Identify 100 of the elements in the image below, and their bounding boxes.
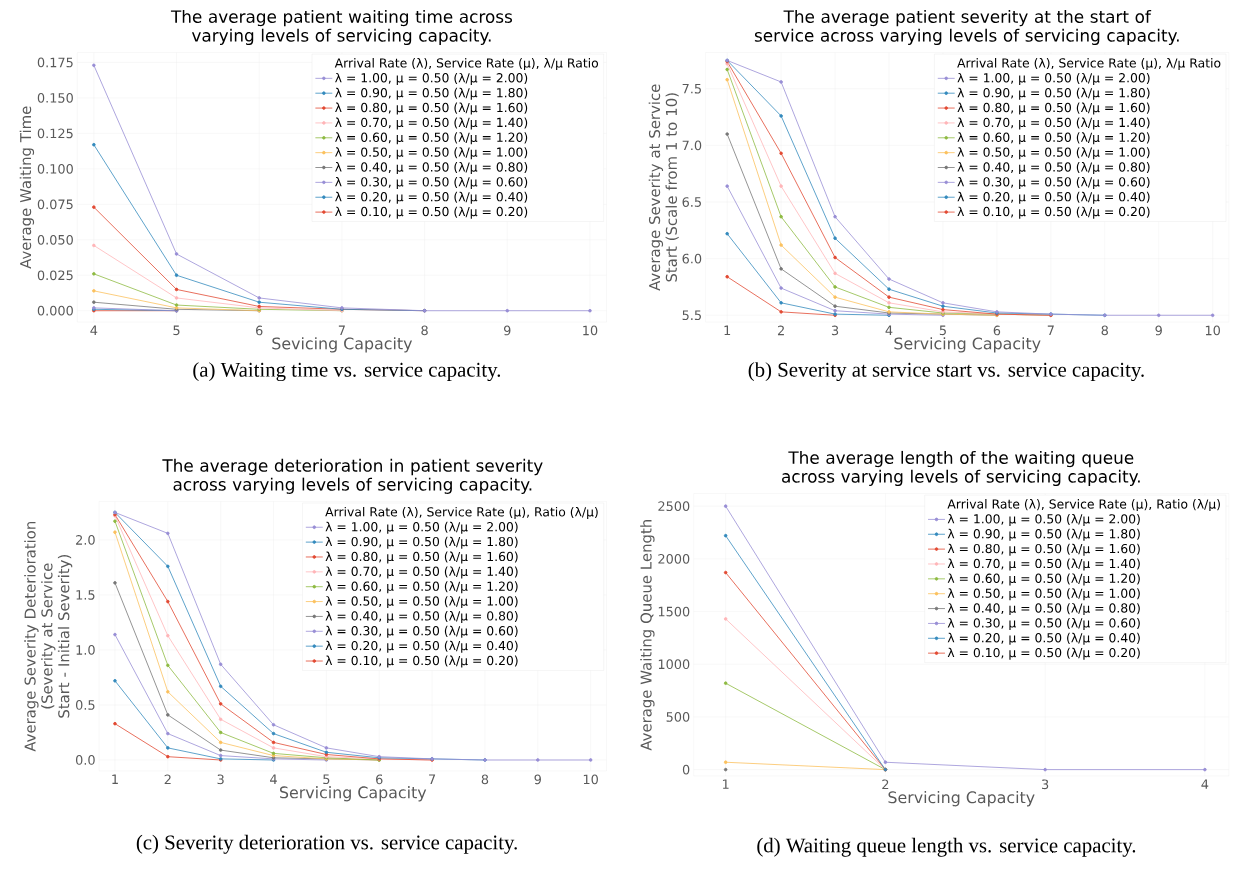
- x-tick-label: 4: [885, 325, 893, 335]
- y-tick-label: 7.5: [682, 83, 701, 94]
- legend-label: λ = 0.20, μ = 0.50 (λ/μ = 0.40): [335, 191, 528, 204]
- legend-label: λ = 0.30, μ = 0.50 (λ/μ = 0.60): [957, 176, 1150, 189]
- y-tick-label: 0.075: [37, 199, 73, 210]
- y-tick-label: 0.000: [37, 305, 73, 316]
- text: (c) Severity deterioration vs. service capacity.: [136, 834, 517, 854]
- y-tick-label: 5.5: [682, 310, 701, 321]
- legend-label: λ = 0.10, μ = 0.50 (λ/μ = 0.20): [957, 206, 1150, 219]
- legend-label: λ = 0.90, μ = 0.50 (λ/μ = 1.80): [325, 536, 518, 549]
- legend-label: λ = 0.40, μ = 0.50 (λ/μ = 0.80): [947, 603, 1140, 616]
- y-tick-label: 2.0: [76, 535, 95, 545]
- legend-label: λ = 0.90, μ = 0.50 (λ/μ = 1.80): [957, 87, 1150, 100]
- legend-label: λ = 0.90, μ = 0.50 (λ/μ = 1.80): [335, 87, 528, 100]
- legend-label: λ = 0.70, μ = 0.50 (λ/μ = 1.40): [947, 558, 1140, 571]
- x-tick-label: 5: [323, 774, 330, 785]
- legend-label: λ = 0.80, μ = 0.50 (λ/μ = 1.60): [325, 551, 518, 564]
- y-axis-title: Average Severity Deterioration (Severity at Service Start - Initial Severity): [24, 521, 73, 752]
- legend-label: λ = 0.50, μ = 0.50 (λ/μ = 1.00): [957, 147, 1150, 160]
- x-tick-label: 10: [1205, 325, 1220, 336]
- x-tick-label: 4: [270, 774, 277, 784]
- text: (a) Waiting time vs. service capacity.: [193, 362, 501, 382]
- legend-label: λ = 0.10, μ = 0.50 (λ/μ = 0.20): [947, 647, 1140, 660]
- legend-label: λ = 1.00, μ = 0.50 (λ/μ = 2.00): [335, 72, 528, 85]
- y-tick-label: 0.175: [37, 57, 73, 68]
- x-tick-label: 9: [503, 325, 511, 336]
- chart-title: The average length of the waiting queue across varying levels of servicing capacity.: [782, 450, 1140, 487]
- legend-label: λ = 0.50, μ = 0.50 (λ/μ = 1.00): [335, 147, 528, 160]
- chart-title: The average patient waiting time across varying levels of servicing capacity.: [170, 9, 513, 46]
- x-tick-label: 1: [112, 774, 118, 784]
- y-tick-label: 0.0: [75, 755, 95, 765]
- legend-label: λ = 0.40, μ = 0.50 (λ/μ = 0.80): [325, 610, 518, 623]
- y-axis-title: Average Severity at Service Start (Scale from 1 to 10): [648, 84, 679, 291]
- x-tick-label: 9: [1155, 325, 1162, 336]
- y-tick-label: 0.125: [37, 128, 73, 139]
- x-tick-label: 10: [583, 325, 598, 336]
- x-tick-label: 10: [583, 774, 598, 785]
- y-axis-title: Average Waiting Queue Length: [640, 520, 655, 751]
- x-tick-label: 2: [164, 774, 171, 785]
- y-tick-label: 6.5: [682, 197, 701, 207]
- legend-label: λ = 1.00, μ = 0.50 (λ/μ = 2.00): [325, 521, 518, 534]
- legend-label: λ = 0.80, μ = 0.50 (λ/μ = 1.60): [957, 102, 1150, 115]
- y-tick-label: 0.100: [37, 163, 73, 174]
- x-tick-label: 2: [882, 779, 889, 789]
- x-tick-label: 8: [1101, 325, 1108, 336]
- legend-label: λ = 0.20, μ = 0.50 (λ/μ = 0.40): [947, 632, 1140, 645]
- x-tick-label: 7: [338, 325, 345, 335]
- x-tick-label: 1: [724, 325, 731, 335]
- x-tick-label: 5: [939, 325, 946, 336]
- legend-label: λ = 0.40, μ = 0.50 (λ/μ = 0.80): [335, 162, 528, 175]
- legend-label: λ = 0.70, μ = 0.50 (λ/μ = 1.40): [335, 117, 528, 130]
- x-tick-label: 3: [1042, 779, 1049, 790]
- legend-label: λ = 0.20, μ = 0.50 (λ/μ = 0.40): [325, 640, 518, 653]
- x-axis-title: Sevicing Capacity: [272, 337, 413, 353]
- y-tick-label: 0.150: [37, 93, 73, 103]
- legend-label: λ = 1.00, μ = 0.50 (λ/μ = 2.00): [957, 72, 1150, 85]
- y-tick-label: 0.5: [75, 700, 95, 710]
- y-tick-label: 2500: [658, 501, 690, 511]
- x-tick-label: 5: [173, 325, 180, 336]
- y-tick-label: 6.0: [682, 253, 702, 264]
- y-tick-label: 0.025: [37, 270, 73, 281]
- y-axis-title: Average Waiting Time: [19, 106, 35, 269]
- x-tick-label: 8: [421, 325, 428, 336]
- x-axis-title: Servicing Capacity: [894, 337, 1041, 353]
- legend-label: λ = 0.60, μ = 0.50 (λ/μ = 1.20): [325, 581, 518, 594]
- legend-label: λ = 0.10, μ = 0.50 (λ/μ = 0.20): [325, 655, 518, 668]
- legend-label: λ = 0.10, μ = 0.50 (λ/μ = 0.20): [335, 206, 528, 219]
- x-tick-label: 6: [993, 325, 1001, 336]
- legend-label: λ = 0.70, μ = 0.50 (λ/μ = 1.40): [957, 117, 1150, 130]
- legend-title: Arrival Rate (λ), Service Rate (μ), λ/μ Ratio: [957, 57, 1221, 70]
- text: (b) Severity at service start vs. service capacity.: [748, 362, 1144, 382]
- legend-label: λ = 0.60, μ = 0.50 (λ/μ = 1.20): [947, 573, 1140, 586]
- legend-label: λ = 0.50, μ = 0.50 (λ/μ = 1.00): [947, 588, 1140, 601]
- x-tick-label: 2: [777, 325, 784, 336]
- legend-label: λ = 0.50, μ = 0.50 (λ/μ = 1.00): [325, 596, 518, 609]
- y-tick-label: 7.0: [682, 140, 702, 151]
- legend-label: λ = 0.60, μ = 0.50 (λ/μ = 1.20): [957, 132, 1150, 145]
- x-tick-label: 4: [1201, 779, 1209, 789]
- legend-title: Arrival Rate (λ), Service Rate (μ), Ratio (λ/μ): [947, 499, 1220, 512]
- legend-label: λ = 0.70, μ = 0.50 (λ/μ = 1.40): [325, 566, 518, 579]
- x-tick-label: 8: [481, 774, 489, 785]
- x-tick-label: 6: [376, 774, 383, 785]
- y-tick-label: 0: [682, 764, 690, 775]
- y-tick-label: 1.5: [76, 590, 95, 600]
- chart-title: The average deterioration in patient severity across varying levels of servicing capacity.: [162, 458, 543, 494]
- legend-label: λ = 0.80, μ = 0.50 (λ/μ = 1.60): [947, 543, 1140, 556]
- chart-title: The average patient severity at the start of service across varying levels of servicing capacity.: [754, 9, 1179, 46]
- legend-label: λ = 0.90, μ = 0.50 (λ/μ = 1.80): [947, 528, 1140, 541]
- y-tick-label: 0.050: [37, 234, 73, 245]
- x-tick-label: 3: [217, 774, 224, 785]
- y-tick-label: 1.0: [76, 645, 95, 655]
- x-tick-label: 1: [722, 779, 729, 789]
- legend-label: λ = 0.30, μ = 0.50 (λ/μ = 0.60): [325, 625, 518, 638]
- x-axis-title: Servicing Capacity: [888, 791, 1035, 807]
- legend-label: λ = 0.30, μ = 0.50 (λ/μ = 0.60): [335, 176, 528, 189]
- x-tick-label: 4: [90, 325, 98, 335]
- legend-title: Arrival Rate (λ), Service Rate (μ), Ratio (λ/μ): [325, 506, 598, 519]
- legend-label: λ = 1.00, μ = 0.50 (λ/μ = 2.00): [947, 513, 1140, 526]
- text: (d) Waiting queue length vs. service capacity.: [757, 837, 1136, 857]
- x-tick-label: 6: [256, 325, 263, 336]
